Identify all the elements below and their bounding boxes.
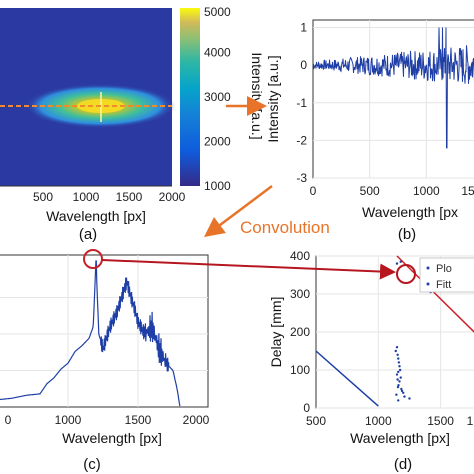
panel-d-point bbox=[396, 385, 400, 389]
panel-d-x-tick-label: 1000 bbox=[365, 414, 392, 428]
panel-d-point bbox=[397, 357, 400, 360]
panel-d-point bbox=[398, 368, 402, 372]
panel-d-point bbox=[399, 376, 402, 379]
panel-d-y-tick-label: 300 bbox=[290, 287, 310, 301]
panel-a-xlabel: Wavelength [px] bbox=[46, 208, 146, 224]
panel-d-xlabel: Wavelength [px] bbox=[350, 430, 450, 446]
panel-d-point bbox=[403, 395, 406, 398]
panel-d-point bbox=[398, 380, 401, 383]
panel-a-x-tick-label: 500 bbox=[33, 190, 53, 204]
panel-d-fit-marker bbox=[396, 264, 416, 284]
panel-d-label: (d) bbox=[394, 456, 412, 473]
panel-a-x-tick-label: 2000 bbox=[159, 190, 186, 204]
colorbar-label: Intensity [a.u.] bbox=[249, 52, 265, 139]
colorbar bbox=[180, 8, 200, 186]
panel-c: 1000 1500 2000 0 Wavelength [px] (c) bbox=[0, 249, 210, 473]
panel-d-point bbox=[395, 373, 399, 376]
panel-d-point bbox=[396, 378, 399, 381]
panel-d-point bbox=[400, 389, 404, 393]
panel-b-y-tick-label: 1 bbox=[300, 21, 307, 35]
panel-b-y-tick-label: -2 bbox=[296, 133, 307, 147]
arrow-c-to-d bbox=[101, 259, 396, 280]
panel-a-x-tick-label: 1000 bbox=[73, 190, 100, 204]
panel-d-x-tick-label: 500 bbox=[306, 414, 326, 428]
colorbar-tick-label: 5000 bbox=[204, 5, 231, 19]
panel-a: 500 1000 1500 2000 Wavelength [px] 1000 2000… bbox=[0, 5, 265, 243]
arrow-b-to-c bbox=[204, 185, 273, 237]
legend-entry-plot: Plo bbox=[436, 263, 452, 275]
panel-d-point bbox=[399, 260, 402, 263]
panel-d-point bbox=[400, 387, 403, 391]
panel-c-x-tick-label: 1500 bbox=[125, 413, 152, 427]
panel-b-x-tick-label: 15 bbox=[461, 184, 474, 198]
panel-b-label: (b) bbox=[398, 226, 416, 243]
panel-d-y-tick-label: 200 bbox=[290, 325, 310, 339]
panel-b-signal-line bbox=[312, 27, 474, 149]
panel-d-y-ticks: 400 300 200 100 0 bbox=[290, 249, 310, 415]
panel-d-ylabel: Delay [mm] bbox=[268, 297, 284, 368]
panel-d-point bbox=[397, 361, 401, 364]
panel-a-x-ticks: 500 1000 1500 2000 bbox=[33, 190, 186, 204]
panel-a-label: (a) bbox=[79, 226, 97, 243]
colorbar-tick-label: 4000 bbox=[204, 46, 231, 60]
panel-d-point bbox=[408, 397, 411, 400]
panel-b: 1 0 -1 -2 -3 0 500 1000 15 Intensity [a.u.] Wav… bbox=[265, 19, 474, 243]
colorbar-tick-label: 3000 bbox=[204, 90, 231, 104]
panel-d-point bbox=[397, 370, 400, 374]
legend-dot-icon bbox=[426, 266, 430, 270]
panel-b-plot-area bbox=[312, 19, 474, 179]
panel-c-x-tick-label: 1000 bbox=[55, 413, 82, 427]
panel-d-x-ticks: 500 1000 1500 1 bbox=[306, 414, 474, 428]
legend-entry-fit: Fitt bbox=[436, 279, 451, 291]
panel-d-point bbox=[398, 365, 401, 368]
colorbar-ticks: 1000 2000 3000 4000 5000 bbox=[204, 5, 231, 193]
panel-b-y-ticks: 1 0 -1 -2 -3 bbox=[296, 21, 307, 185]
panel-b-x-tick-label: 500 bbox=[360, 184, 380, 198]
panel-b-xlabel: Wavelength [px bbox=[362, 204, 458, 220]
panel-d-point bbox=[402, 391, 405, 394]
panel-d-red-fit-line bbox=[396, 255, 474, 333]
panel-c-xlabel: Wavelength [px] bbox=[62, 430, 162, 446]
panel-b-x-tick-label: 1000 bbox=[413, 184, 440, 198]
panel-c-x-tick-label-partial: 0 bbox=[5, 413, 12, 427]
panel-d-x-tick-label: 1 bbox=[467, 414, 474, 428]
panel-d-point bbox=[395, 393, 398, 396]
panel-d-point bbox=[394, 349, 397, 353]
panel-a-x-tick-label: 1500 bbox=[116, 190, 143, 204]
panel-b-y-tick-label: -3 bbox=[296, 171, 307, 185]
panel-d-blue-fit-line bbox=[315, 350, 379, 407]
legend-dot-fit-icon bbox=[426, 282, 430, 286]
panel-b-x-tick-label: 0 bbox=[310, 184, 317, 198]
panel-b-ylabel: Intensity [a.u.] bbox=[265, 55, 281, 142]
colorbar-tick-label: 1000 bbox=[204, 179, 231, 193]
panel-c-x-tick-label: 2000 bbox=[183, 413, 210, 427]
panel-d-point bbox=[395, 262, 399, 265]
panel-d-y-tick-label: 100 bbox=[290, 363, 310, 377]
panel-d-point bbox=[395, 346, 399, 349]
panel-d-x-tick-label: 1500 bbox=[427, 414, 454, 428]
panel-c-label: (c) bbox=[83, 456, 101, 473]
panel-d-point bbox=[397, 384, 400, 387]
panel-c-peak-marker bbox=[83, 249, 103, 269]
panel-b-y-tick-label: 0 bbox=[300, 58, 307, 72]
colorbar-tick-label: 2000 bbox=[204, 135, 231, 149]
panel-d-y-tick-label: 0 bbox=[303, 401, 310, 415]
panel-c-x-ticks: 1000 1500 2000 0 bbox=[5, 413, 210, 427]
panel-b-x-ticks: 0 500 1000 15 bbox=[310, 184, 474, 198]
panel-d-legend bbox=[419, 257, 474, 293]
panel-d-y-tick-label: 400 bbox=[290, 249, 310, 263]
panel-c-spectrum-line bbox=[0, 260, 181, 407]
panel-d-point bbox=[397, 399, 400, 402]
panel-b-y-tick-label: -1 bbox=[296, 96, 307, 110]
convolution-label: Convolution bbox=[240, 218, 330, 237]
panel-c-plot-area bbox=[0, 254, 209, 408]
panel-d-point bbox=[396, 353, 399, 356]
